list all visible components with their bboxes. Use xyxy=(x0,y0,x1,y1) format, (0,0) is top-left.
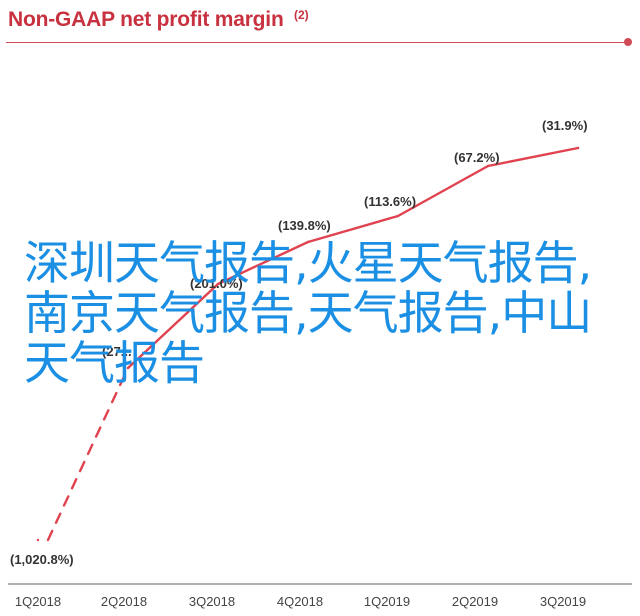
title-divider-end-dot xyxy=(624,38,632,46)
data-point-4Q2018 xyxy=(306,240,310,244)
line-segment-4Q2018-1Q2019 xyxy=(306,214,400,244)
x-tick-label-2Q2018: 2Q2018 xyxy=(101,594,147,609)
data-label-2Q2019: (67.2%) xyxy=(454,150,500,165)
line-segment-2Q2018-3Q2018 xyxy=(126,282,220,370)
data-point-3Q2018 xyxy=(216,282,220,286)
data-point-2Q2018 xyxy=(126,366,130,370)
title-divider xyxy=(6,42,628,43)
x-tick-label-4Q2018: 4Q2018 xyxy=(277,594,323,609)
data-point-1Q2018 xyxy=(36,538,40,542)
data-label-3Q2019: (31.9%) xyxy=(542,118,588,133)
line-segment-2Q2019-3Q2019 xyxy=(486,146,580,168)
chart-title: Non-GAAP net profit margin xyxy=(8,8,284,31)
data-label-1Q2019: (113.6%) xyxy=(364,194,416,209)
data-label-4Q2018: (139.8%) xyxy=(278,218,331,233)
x-tick-label-2Q2019: 2Q2019 xyxy=(452,594,498,609)
chart-title-footnote: (2) xyxy=(294,8,309,22)
watermark-overlay-text: 深圳天气报告,火星天气报告,南京天气报告,天气报告,中山天气报告 xyxy=(24,236,592,390)
line-segment-3Q2018-4Q2018 xyxy=(216,240,310,286)
line-segment-1Q2018-2Q2018 xyxy=(46,366,130,542)
data-point-1Q2019 xyxy=(396,214,400,218)
data-point-3Q2019 xyxy=(576,146,580,150)
x-tick-label-1Q2019: 1Q2019 xyxy=(364,594,410,609)
data-label-3Q2018: (201.0%) xyxy=(190,276,243,291)
data-label-2Q2018: (27... xyxy=(102,344,132,359)
x-tick-label-1Q2018: 1Q2018 xyxy=(15,594,61,609)
line-segment-1Q2019-2Q2019 xyxy=(396,164,490,218)
x-tick-label-3Q2019: 3Q2019 xyxy=(540,594,586,609)
data-point-2Q2019 xyxy=(486,164,490,168)
chart-title-row: Non-GAAP net profit margin (2) xyxy=(8,6,628,38)
x-tick-label-3Q2018: 3Q2018 xyxy=(189,594,235,609)
data-label-1Q2018: (1,020.8%) xyxy=(10,552,74,567)
